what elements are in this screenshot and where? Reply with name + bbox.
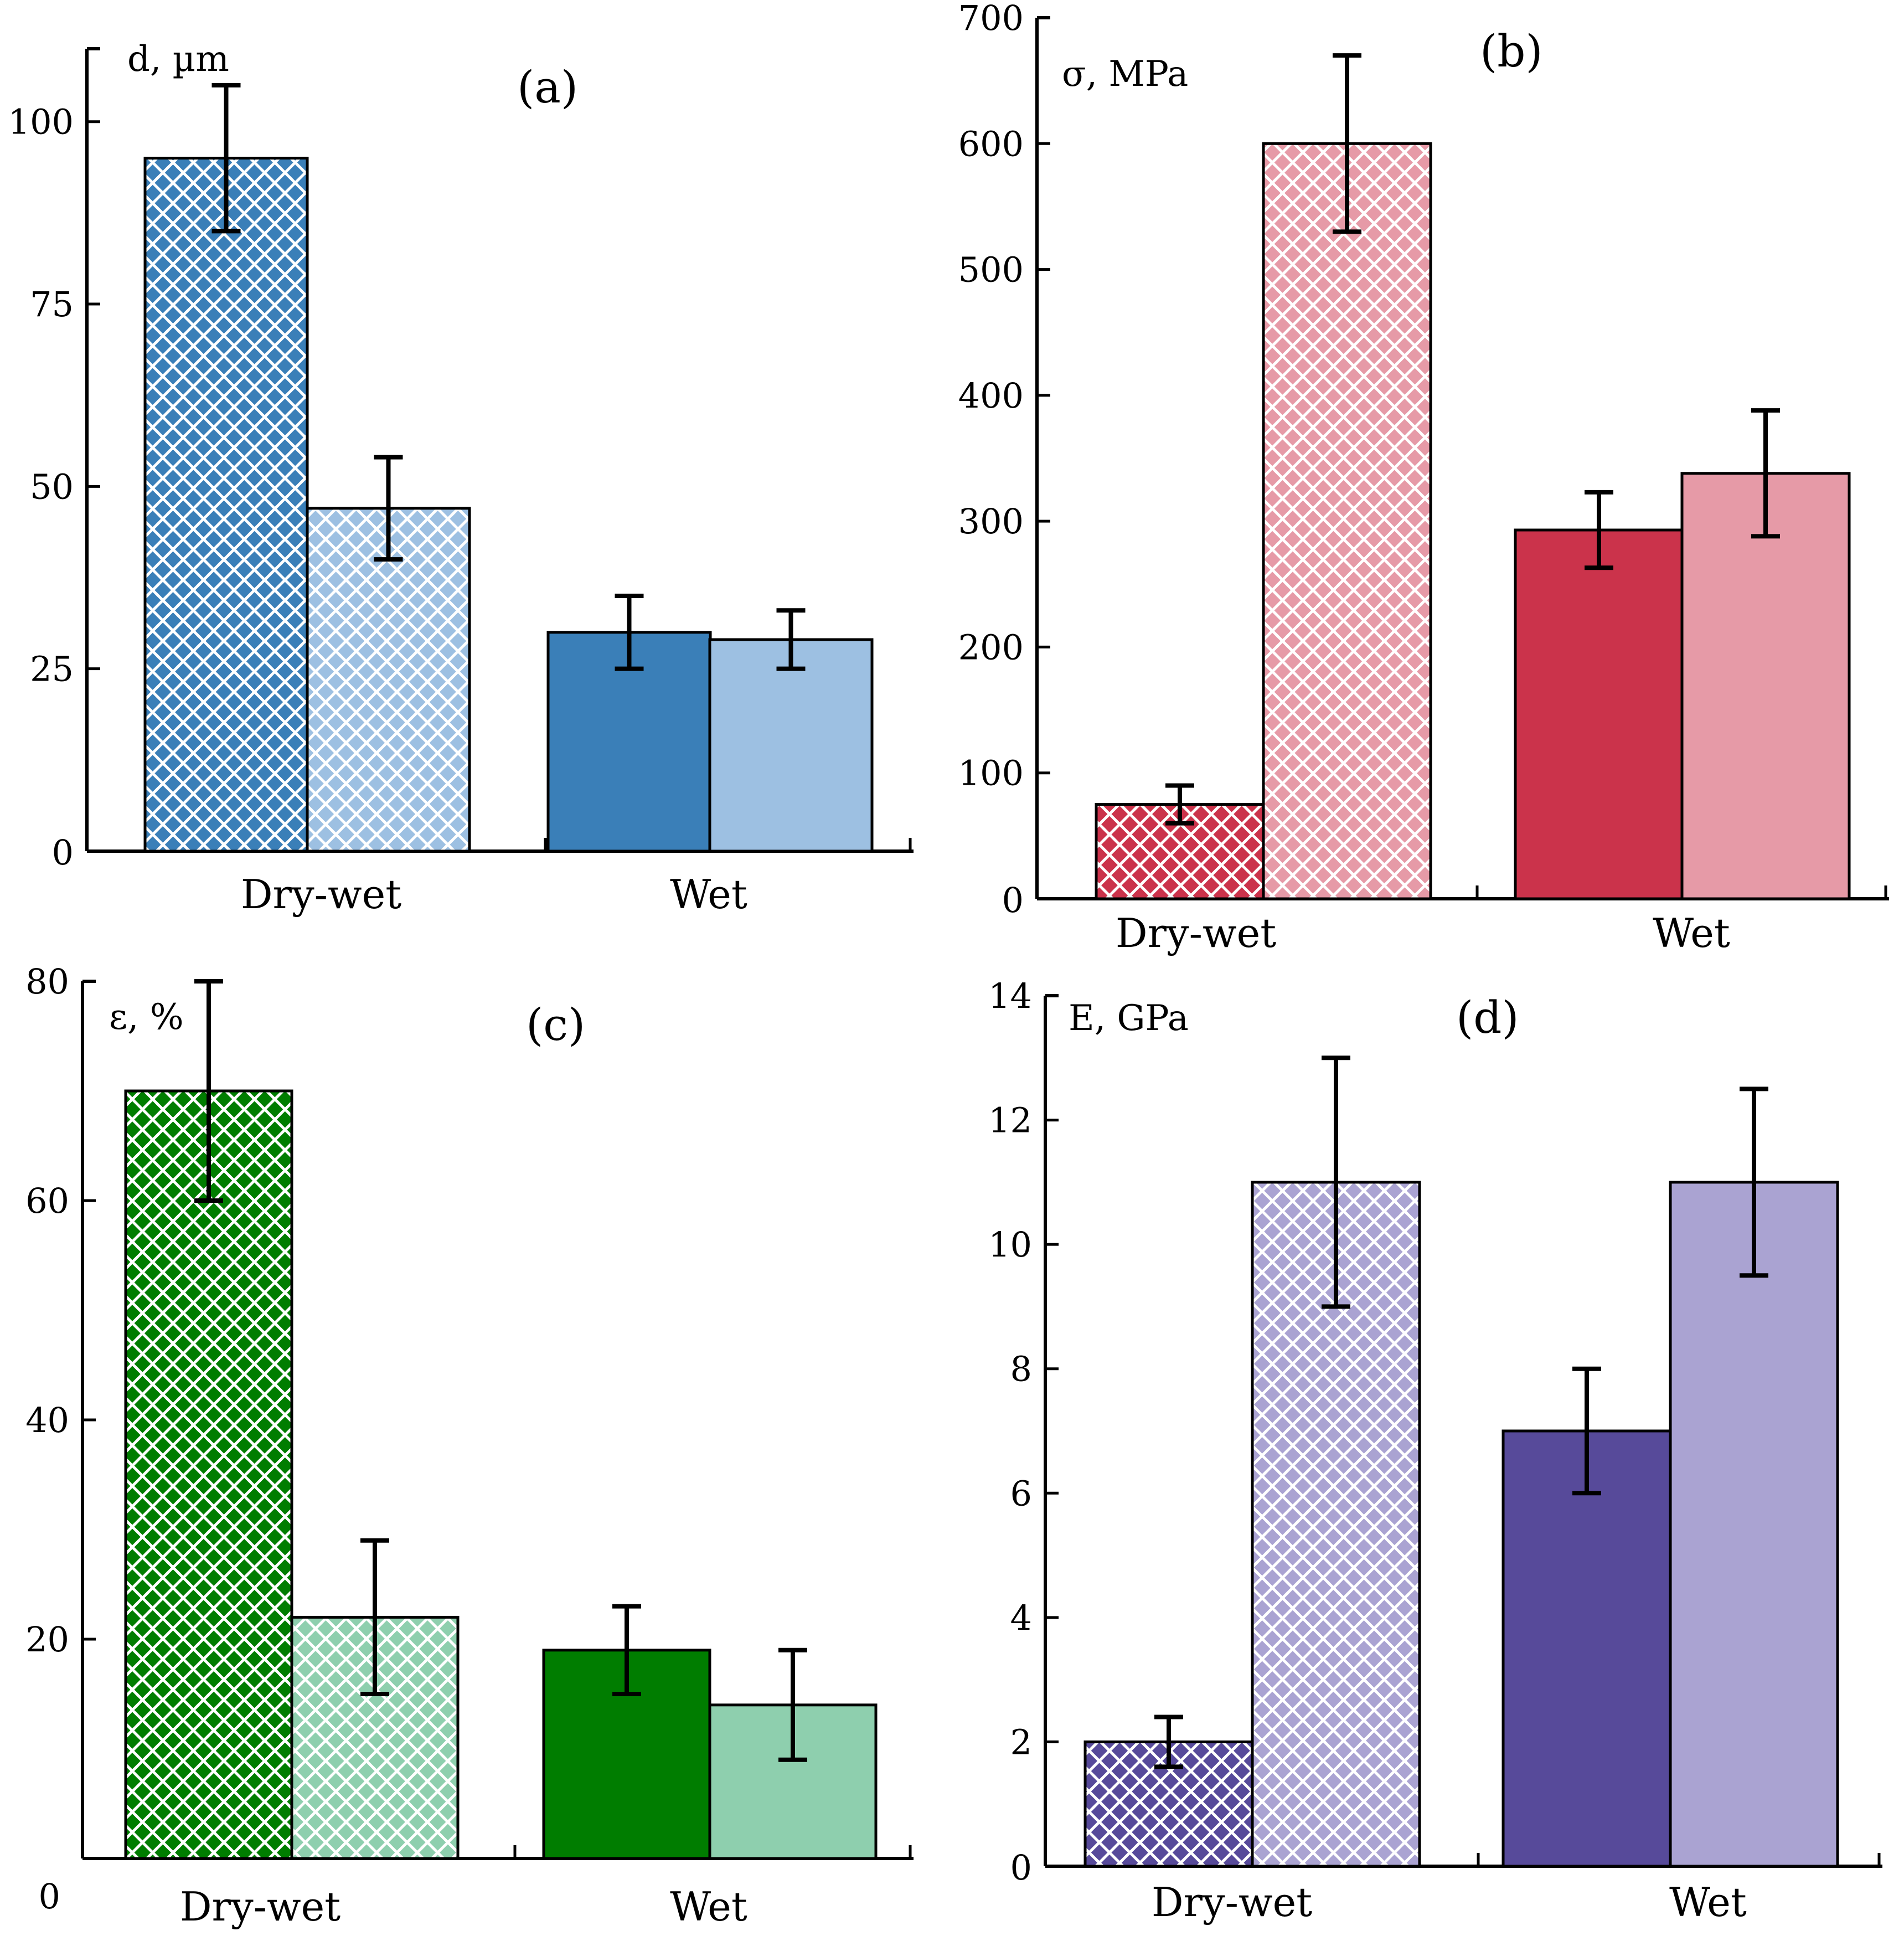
bar-dry-wet-dark-hatched <box>124 1089 293 1860</box>
y-tick-label: 25 <box>30 649 74 689</box>
panel-b: 0 100 200 300 400 500 600 700 Dry-wet Wet σ, MPa (b… <box>958 0 1889 956</box>
y-tick-label: 500 <box>958 250 1024 290</box>
y-axis-label: ε, % <box>109 997 184 1038</box>
bar-dry-wet-dark-hatched <box>143 157 309 853</box>
y-tick-label: 200 <box>958 627 1024 667</box>
category-label: Dry-wet <box>180 1883 340 1930</box>
panel-label: (b) <box>1480 25 1543 77</box>
y-tick-label: 50 <box>30 466 74 507</box>
bar-wet-light <box>1669 1181 1839 1868</box>
y-tick-label: 0 <box>52 832 74 873</box>
y-axis-label: E, GPa <box>1069 998 1189 1039</box>
panel-c: 0 20 40 60 80 Dry-wet Wet ε, % (c) <box>25 961 914 1930</box>
y-tick-label: 0 <box>1010 1847 1032 1888</box>
bar-dry-wet-light-hatched <box>1262 142 1432 900</box>
y-tick-label: 100 <box>8 102 74 142</box>
panel-label: (a) <box>517 61 578 113</box>
y-tick-label: 12 <box>988 1100 1032 1141</box>
category-label: Wet <box>670 871 747 918</box>
y-tick-label: 10 <box>988 1224 1032 1265</box>
y-tick-label: 300 <box>958 501 1024 542</box>
category-label: Wet <box>1653 910 1730 956</box>
bar-wet-light <box>708 638 874 853</box>
y-tick-label: 80 <box>25 961 69 1002</box>
panel-label: (d) <box>1456 992 1519 1043</box>
y-tick-label: 20 <box>25 1619 69 1660</box>
y-tick-label: 0 <box>1002 880 1024 920</box>
panel-a: 0 25 50 75 100 Dry-wet Wet d, µm (a) <box>8 39 914 918</box>
y-tick-label: 100 <box>958 753 1024 794</box>
y-tick-label: 14 <box>988 976 1032 1016</box>
y-tick-label: 8 <box>1010 1349 1032 1389</box>
y-axis-label: d, µm <box>127 39 229 80</box>
y-tick-label: 400 <box>958 375 1024 416</box>
bar-wet-dark <box>1514 528 1684 900</box>
y-tick-label: 40 <box>25 1400 69 1440</box>
bar-dry-wet-light-hatched <box>306 507 471 853</box>
bar-wet-dark <box>1501 1429 1672 1868</box>
y-axis-label: σ, MPa <box>1062 54 1188 95</box>
category-label: Dry-wet <box>241 871 401 918</box>
category-label: Wet <box>1669 1879 1747 1925</box>
category-label: Dry-wet <box>1116 910 1276 956</box>
y-tick-label: 4 <box>1010 1598 1032 1638</box>
y-tick-label: 75 <box>30 284 74 325</box>
y-tick-label: 0 <box>39 1876 60 1917</box>
y-tick-label: 2 <box>1010 1722 1032 1762</box>
y-tick-label: 60 <box>25 1181 69 1221</box>
bar-wet-light <box>1680 472 1851 900</box>
panel-label: (c) <box>526 999 585 1051</box>
y-tick-label: 6 <box>1010 1473 1032 1513</box>
category-label: Dry-wet <box>1152 1879 1312 1925</box>
y-tick-label: 700 <box>958 0 1024 38</box>
panel-d: 0 2 4 6 8 10 12 14 Dry-wet Wet E, GPa (d) <box>988 976 1882 1925</box>
category-label: Wet <box>670 1883 747 1930</box>
y-tick-label: 600 <box>958 123 1024 164</box>
